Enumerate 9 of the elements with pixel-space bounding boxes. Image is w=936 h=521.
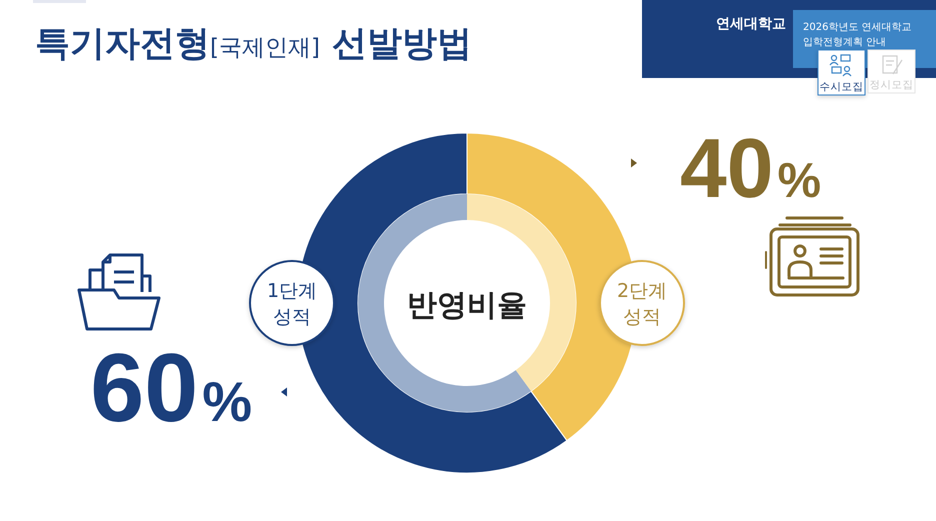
data-label: 40%: [680, 121, 822, 215]
text: 반영비율: [407, 288, 527, 323]
slice-label: 1단계 성적: [266, 280, 318, 328]
text: 수시모집: [820, 81, 864, 93]
data-label: 60%: [90, 333, 252, 442]
slice-label: 2단계 성적: [616, 280, 668, 328]
text: 연세대학교: [716, 16, 786, 32]
text: 2026학년도 연세대학교 입학전형계획 안내: [803, 22, 912, 48]
chart-title: 특기자전형[국제인재] 선발방법: [35, 24, 472, 64]
